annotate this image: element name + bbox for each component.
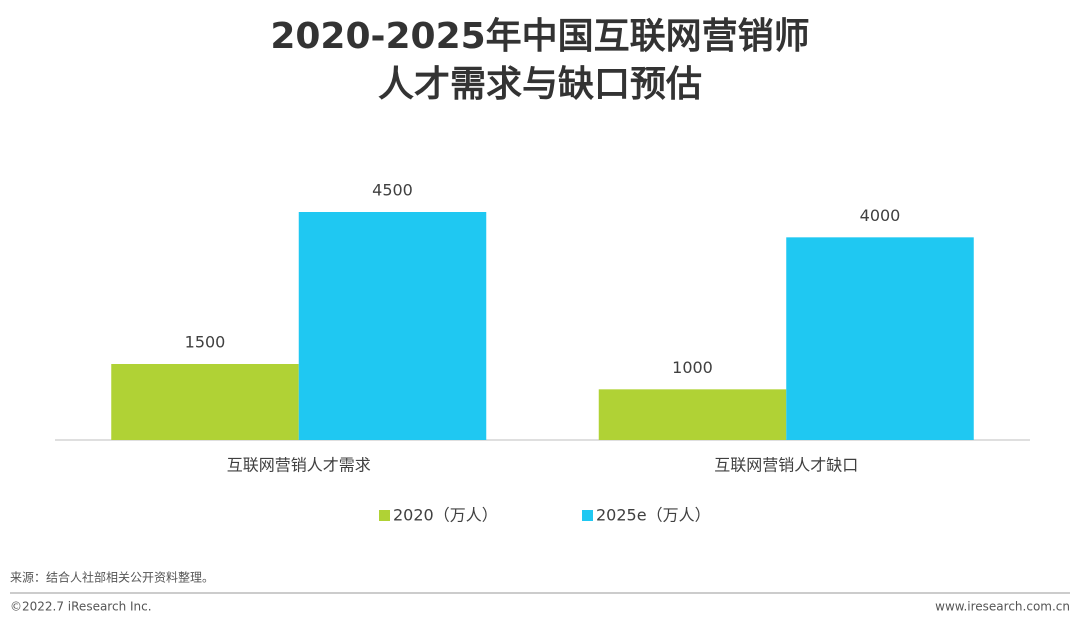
x-tick-label: 互联网营销人才需求 <box>227 456 371 475</box>
bar <box>298 212 487 440</box>
data-label: 4000 <box>860 206 901 225</box>
legend-label: 2025e（万人） <box>596 506 711 525</box>
legend-swatch <box>379 510 390 521</box>
source-note: 来源：结合人社部相关公开资料整理。 <box>10 570 214 585</box>
data-label: 1500 <box>185 333 226 352</box>
x-tick-label: 互联网营销人才缺口 <box>714 456 858 475</box>
legend-label: 2020（万人） <box>393 506 498 525</box>
chart-title: 人才需求与缺口预估 <box>378 64 702 105</box>
bar <box>786 237 974 440</box>
bar <box>598 389 787 440</box>
legend-swatch <box>582 510 593 521</box>
data-label: 4500 <box>372 181 413 200</box>
footer-right: www.iresearch.com.cn <box>935 600 1070 614</box>
chart-title: 2020-2025年中国互联网营销师 <box>270 16 809 57</box>
data-label: 1000 <box>672 358 713 377</box>
bar <box>111 364 299 440</box>
footer-left: ©2022.7 iResearch Inc. <box>10 600 152 614</box>
